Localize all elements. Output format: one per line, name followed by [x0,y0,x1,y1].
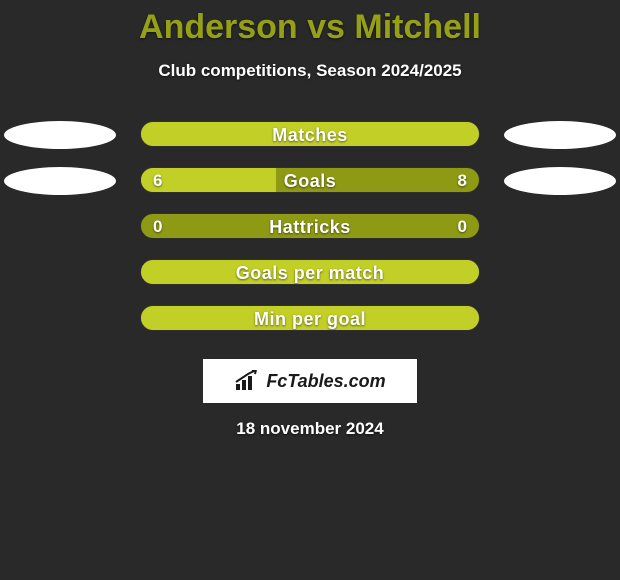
stat-label: Matches [141,122,479,147]
comparison-rows: Matches 68Goals 00Hattricks Goals per match… [0,121,620,351]
stat-row: Min per goal [0,305,620,351]
player-marker-right [504,167,616,195]
page-title: Anderson vs Mitchell [0,0,620,47]
stat-row: Goals per match [0,259,620,305]
subtitle: Club competitions, Season 2024/2025 [0,61,620,81]
date-label: 18 november 2024 [0,419,620,439]
stat-label: Goals per match [141,260,479,285]
stat-bar-track: Min per goal [140,305,480,331]
stat-row: Matches [0,121,620,167]
stat-label: Min per goal [141,306,479,331]
player-marker-left [4,167,116,195]
stat-row: 68Goals [0,167,620,213]
stat-label: Goals [141,168,479,193]
stat-row: 00Hattricks [0,213,620,259]
stat-bar-track: Matches [140,121,480,147]
player-marker-left [4,121,116,149]
chart-icon [234,370,260,392]
stat-label: Hattricks [141,214,479,239]
logo-text: FcTables.com [266,371,385,392]
logo-box: FcTables.com [203,359,417,403]
stat-bar-track: Goals per match [140,259,480,285]
player-marker-right [504,121,616,149]
stat-bar-track: 00Hattricks [140,213,480,239]
stat-bar-track: 68Goals [140,167,480,193]
